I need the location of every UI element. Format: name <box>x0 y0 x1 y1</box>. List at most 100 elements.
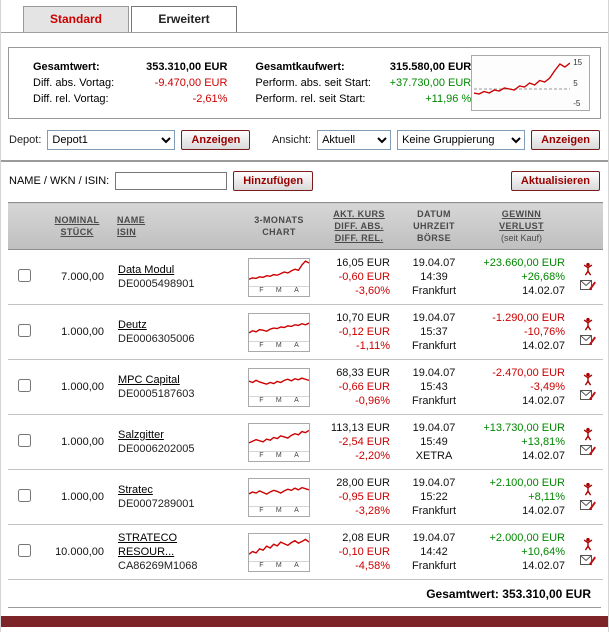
gain-abs-value: +2.100,00 EUR <box>489 477 565 489</box>
person-icon[interactable] <box>580 427 596 441</box>
envelope-pencil-icon[interactable] <box>580 498 596 512</box>
sort-diff-rel[interactable]: DIFF. REL. <box>334 233 384 243</box>
nominal-value: 1.000,00 <box>40 304 114 360</box>
sort-kurs[interactable]: AKT. KURS <box>333 209 385 219</box>
sort-stueck[interactable]: STÜCK <box>60 227 94 237</box>
person-icon[interactable] <box>580 317 596 331</box>
mini-chart-svg <box>249 259 309 286</box>
price-diff-rel: -3,28% <box>355 505 390 517</box>
instrument-link[interactable]: MPC Capital <box>118 374 180 386</box>
person-icon[interactable] <box>580 372 596 386</box>
envelope-pencil-icon[interactable] <box>580 553 596 567</box>
sort-gewinn[interactable]: GEWINN <box>501 209 542 219</box>
sort-diff-abs[interactable]: DIFF. ABS. <box>334 221 384 231</box>
purchase-date: 14.02.07 <box>522 450 565 462</box>
quote-time: 15:49 <box>420 436 448 448</box>
summary-sparkline-chart: 15 5 -5 <box>471 55 590 111</box>
purchase-date: 14.02.07 <box>522 505 565 517</box>
header-chart: 3-MONATS CHART <box>238 202 320 250</box>
quote-date: 19.04.07 <box>412 422 456 434</box>
sort-verlust[interactable]: VERLUST <box>499 221 544 231</box>
quote-date: 19.04.07 <box>412 477 456 489</box>
positions-table: NOMINAL STÜCK NAME ISIN 3-MONATS CHART A… <box>8 202 603 580</box>
person-icon[interactable] <box>580 482 596 496</box>
depot-select[interactable]: Depot1 <box>47 130 176 150</box>
instrument-link[interactable]: Salzgitter <box>118 429 164 441</box>
price-diff-abs: -0,10 EUR <box>338 546 390 558</box>
envelope-pencil-icon[interactable] <box>580 388 596 402</box>
gain-abs-value: +23.660,00 EUR <box>483 257 565 269</box>
sort-name[interactable]: NAME <box>117 215 146 225</box>
wkn-search-input[interactable] <box>115 172 228 190</box>
person-icon[interactable] <box>580 262 596 276</box>
quote-date: 19.04.07 <box>412 312 456 324</box>
row-checkbox[interactable] <box>17 488 31 502</box>
purchase-date: 14.02.07 <box>522 395 565 407</box>
mini-chart-svg <box>249 534 309 561</box>
row-checkbox[interactable] <box>17 268 31 282</box>
gain-abs-value: -1.290,00 EUR <box>492 312 565 324</box>
row-checkbox[interactable] <box>17 543 31 557</box>
exchange-name: Frankfurt <box>411 340 456 352</box>
quote-time: 14:42 <box>420 546 448 558</box>
table-row: 10.000,00 STRATECO RESOUR... CA86269M106… <box>8 524 603 580</box>
price-diff-abs: -0,12 EUR <box>338 326 390 338</box>
exchange-name: Frankfurt <box>411 395 456 407</box>
nominal-value: 10.000,00 <box>40 524 114 580</box>
view-select[interactable]: Aktuell <box>317 130 392 150</box>
diff-abs-label: Diff. abs. Vortag: <box>33 77 115 89</box>
row-checkbox[interactable] <box>17 378 31 392</box>
view-label: Ansicht: <box>271 134 312 146</box>
sort-isin[interactable]: ISIN <box>117 227 137 237</box>
search-bar: NAME / WKN / ISIN: Hinzufügen Aktualisie… <box>1 162 608 200</box>
add-button[interactable]: Hinzufügen <box>233 171 314 191</box>
refresh-button[interactable]: Aktualisieren <box>510 171 600 191</box>
mini-chart-svg <box>249 314 309 341</box>
quote-date: 19.04.07 <box>412 532 456 544</box>
tab-standard[interactable]: Standard <box>23 6 129 32</box>
instrument-link[interactable]: Deutz <box>118 319 147 331</box>
depot-control-bar: Depot: Depot1 Anzeigen Ansicht: Aktuell … <box>1 119 608 160</box>
footer-total-label: Gesamtwert: <box>426 587 499 601</box>
price-diff-abs: -0,66 EUR <box>338 381 390 393</box>
person-icon[interactable] <box>580 537 596 551</box>
gain-abs-value: +2.000,00 EUR <box>489 532 565 544</box>
instrument-link[interactable]: Stratec <box>118 484 153 496</box>
instrument-link[interactable]: Data Modul <box>118 264 175 276</box>
depot-show-button[interactable]: Anzeigen <box>181 130 251 150</box>
row-checkbox[interactable] <box>17 323 31 337</box>
gain-rel-value: -3,49% <box>530 381 565 393</box>
header-nominal: NOMINAL STÜCK <box>40 202 114 250</box>
purchase-date: 14.02.07 <box>522 340 565 352</box>
envelope-pencil-icon[interactable] <box>580 278 596 292</box>
depot-label: Depot: <box>9 134 42 146</box>
quote-time: 15:37 <box>420 326 448 338</box>
sparkline-svg <box>474 58 570 108</box>
perf-rel-label: Perform. rel. seit Start: <box>255 93 366 105</box>
exchange-name: XETRA <box>415 450 453 462</box>
tab-erweitert[interactable]: Erweitert <box>131 6 237 32</box>
price-diff-rel: -2,20% <box>355 450 390 462</box>
grouping-select[interactable]: Keine Gruppierung <box>397 130 526 150</box>
perf-abs-value: +37.730,00 EUR <box>389 77 472 89</box>
envelope-pencil-icon[interactable] <box>580 333 596 347</box>
view-show-button[interactable]: Anzeigen <box>531 130 600 150</box>
envelope-pencil-icon[interactable] <box>580 443 596 457</box>
tab-bar: Standard Erweitert <box>1 0 608 33</box>
bottom-bar <box>1 616 608 627</box>
instrument-link[interactable]: STRATECO RESOUR... <box>118 532 178 558</box>
sort-nominal[interactable]: NOMINAL <box>54 215 100 225</box>
row-checkbox[interactable] <box>17 433 31 447</box>
